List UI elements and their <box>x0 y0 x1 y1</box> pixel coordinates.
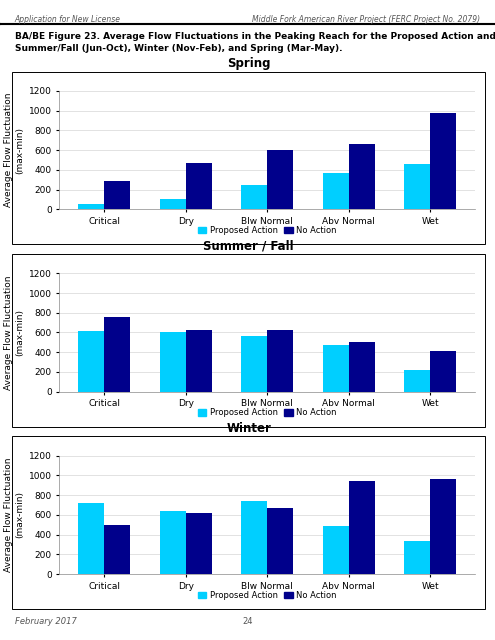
Bar <box>267 330 294 392</box>
Bar <box>160 200 186 209</box>
Text: Application for New License: Application for New License <box>15 15 121 24</box>
Bar <box>186 163 212 209</box>
Bar <box>78 204 104 209</box>
Y-axis label: Average Flow Fluctuation
(max-min): Average Flow Fluctuation (max-min) <box>4 275 25 390</box>
Bar <box>241 501 267 574</box>
Bar <box>78 330 104 392</box>
Text: Spring: Spring <box>227 58 270 70</box>
Y-axis label: Average Flow Fluctuation
(max-min): Average Flow Fluctuation (max-min) <box>4 458 25 572</box>
Bar <box>323 346 349 392</box>
Bar <box>404 370 430 392</box>
Text: 24: 24 <box>242 617 253 626</box>
Bar <box>430 479 456 574</box>
Bar <box>349 481 375 574</box>
Bar <box>349 342 375 392</box>
Bar <box>160 333 186 392</box>
Bar <box>78 503 104 574</box>
Bar <box>430 113 456 209</box>
Text: BA/BE Figure 23. Average Flow Fluctuations in the Peaking Reach for the Proposed: BA/BE Figure 23. Average Flow Fluctuatio… <box>15 32 495 52</box>
Bar <box>104 525 131 574</box>
Text: Summer / Fall: Summer / Fall <box>203 240 294 253</box>
Bar <box>186 330 212 392</box>
Bar <box>104 317 131 392</box>
Bar <box>186 513 212 574</box>
Bar <box>241 184 267 209</box>
Bar <box>349 144 375 209</box>
Text: Middle Fork American River Project (FERC Project No. 2079): Middle Fork American River Project (FERC… <box>252 15 480 24</box>
Legend: Proposed Action, No Action: Proposed Action, No Action <box>195 223 340 238</box>
Bar <box>404 541 430 574</box>
Legend: Proposed Action, No Action: Proposed Action, No Action <box>195 405 340 420</box>
Text: February 2017: February 2017 <box>15 617 77 626</box>
Bar <box>404 164 430 209</box>
Bar <box>267 150 294 209</box>
Bar <box>430 351 456 392</box>
Bar <box>104 180 131 209</box>
Bar <box>323 173 349 209</box>
Text: Winter: Winter <box>226 422 271 435</box>
Bar <box>160 511 186 574</box>
Bar <box>323 525 349 574</box>
Bar <box>241 337 267 392</box>
Legend: Proposed Action, No Action: Proposed Action, No Action <box>195 588 340 603</box>
Y-axis label: Average Flow Fluctuation
(max-min): Average Flow Fluctuation (max-min) <box>4 93 25 207</box>
Bar <box>267 508 294 574</box>
